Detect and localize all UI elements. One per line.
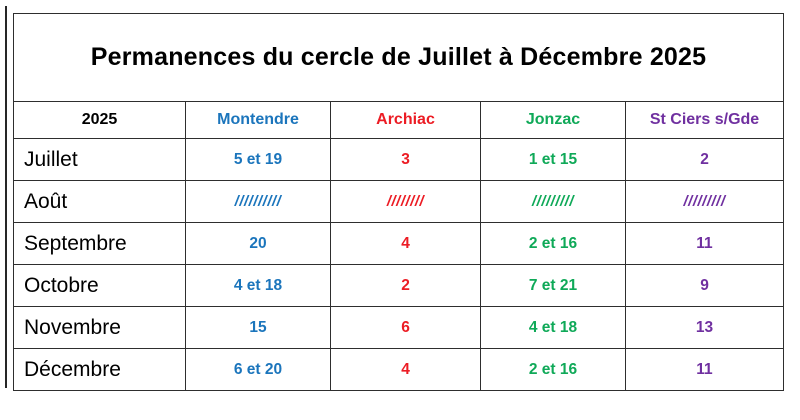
month-label: Décembre [13,348,186,391]
header-row: 2025 Montendre Archiac Jonzac St Ciers s… [13,101,784,139]
value-cell: 11 [625,348,784,391]
column-header-montendre: Montendre [185,101,331,139]
value-cell: 13 [625,306,784,349]
month-label: Novembre [13,306,186,349]
title-row: Permanences du cercle de Juillet à Décem… [13,13,784,102]
value-cell: 4 et 18 [185,264,331,307]
table-row-septembre: Septembre 20 4 2 et 16 11 [13,222,784,265]
value-cell: 4 [330,222,481,265]
table-row-octobre: Octobre 4 et 18 2 7 et 21 9 [13,264,784,307]
value-cell: 2 [625,138,784,181]
value-cell: 2 et 16 [480,222,626,265]
value-cell: 6 [330,306,481,349]
value-cell: 11 [625,222,784,265]
column-header-year: 2025 [13,101,186,139]
table-row-novembre: Novembre 15 6 4 et 18 13 [13,306,784,349]
schedule-table: Permanences du cercle de Juillet à Décem… [13,13,784,391]
value-cell: 2 [330,264,481,307]
value-cell: 20 [185,222,331,265]
outer-frame-line [5,6,7,388]
value-cell: 7 et 21 [480,264,626,307]
value-cell: 6 et 20 [185,348,331,391]
value-cell: 2 et 16 [480,348,626,391]
month-label: Août [13,180,186,223]
table-title: Permanences du cercle de Juillet à Décem… [13,13,784,102]
value-cell: 4 [330,348,481,391]
value-cell: 9 [625,264,784,307]
closed-hatch-marks: ////////// [185,180,331,223]
value-cell: 1 et 15 [480,138,626,181]
month-label: Octobre [13,264,186,307]
column-header-archiac: Archiac [330,101,481,139]
value-cell: 15 [185,306,331,349]
closed-hatch-marks: ///////// [480,180,626,223]
month-label: Septembre [13,222,186,265]
closed-hatch-marks: //////// [330,180,481,223]
column-header-jonzac: Jonzac [480,101,626,139]
column-header-st-ciers: St Ciers s/Gde [625,101,784,139]
value-cell: 5 et 19 [185,138,331,181]
table-row-aout: Août ////////// //////// ///////// /////… [13,180,784,223]
month-label: Juillet [13,138,186,181]
table-row-juillet: Juillet 5 et 19 3 1 et 15 2 [13,138,784,181]
closed-hatch-marks: ///////// [625,180,784,223]
table-row-decembre: Décembre 6 et 20 4 2 et 16 11 [13,348,784,391]
value-cell: 4 et 18 [480,306,626,349]
value-cell: 3 [330,138,481,181]
